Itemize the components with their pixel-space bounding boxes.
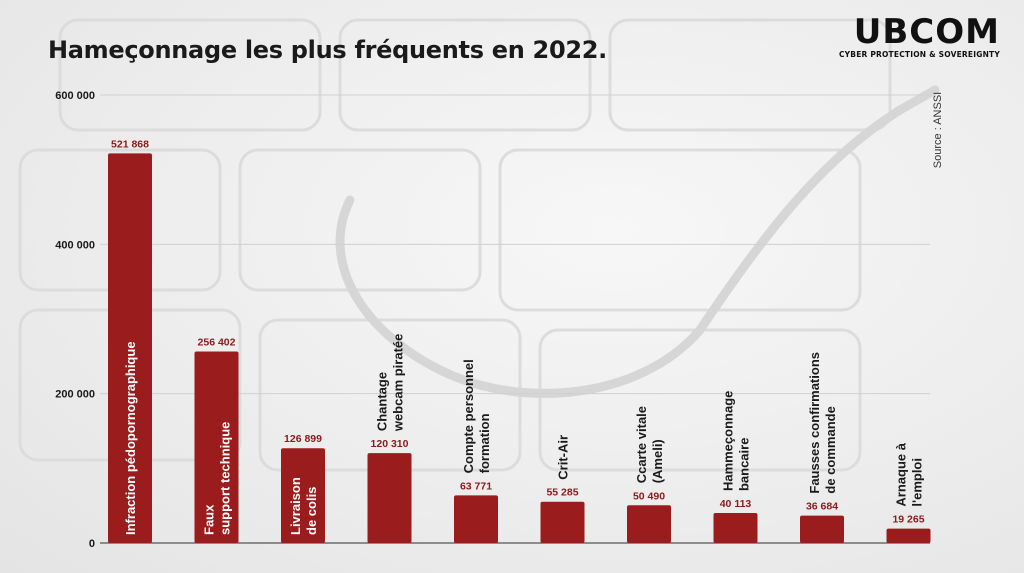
category-label-line: support technique [218,422,233,535]
y-axis-ticks: 0 200 000 400 000 600 000 [55,90,95,550]
category-label-line: Crit-Air [556,435,571,480]
labels: 521 868 Infraction pédopornographique 256 … [111,138,925,535]
category-label: Ccarte vitale (Ameli) [634,406,665,483]
chart-title: Hameçonnage les plus fréquents en 2022. [48,36,607,64]
category-label: Crit-Air [556,435,571,480]
data-label: 36 684 [806,501,838,513]
category-label: Infraction pédopornographique [123,341,138,535]
y-tick-label: 400 000 [55,239,95,251]
data-label: 19 265 [892,514,924,526]
bars [108,153,931,543]
data-label: 50 490 [633,490,665,502]
category-label: Compte personnel formation [461,359,492,473]
bar [454,495,498,543]
bar [886,528,931,543]
data-label: 126 899 [284,433,322,445]
category-label-line: Compte personnel [461,359,476,473]
category-label-line: de colis [304,487,319,535]
y-tick-label: 600 000 [55,90,95,102]
category-label-line: Infraction pédopornographique [123,341,138,535]
bar [627,505,671,543]
bar [194,351,239,543]
category-label-line: webcam piratée [391,334,406,433]
bar [800,515,844,543]
category-label-line: (Ameli) [650,439,665,483]
bar [540,501,585,543]
category-label-line: de commande [823,406,838,493]
category-label-line: Ccarte vitale [634,406,649,483]
category-label: Chantage webcam piratée [375,334,406,433]
category-label-line: l'emploi [910,458,925,507]
category-label-line: Chantage [375,372,390,431]
category-label: Fausses confirmations de commande [807,352,838,494]
bar [713,513,758,543]
category-label-line: Livraison [288,477,303,535]
data-label: 40 113 [720,498,752,510]
data-label: 521 868 [111,138,149,150]
y-tick-label: 0 [89,538,95,550]
category-label: Hammeçonnage bancaire [721,391,752,491]
bar [367,453,412,543]
bar [108,153,152,543]
category-label-line: Faux [202,504,217,535]
category-label: Livraison de colis [288,477,319,535]
logo-tagline: CYBER PROTECTION & SOVEREIGNTY [838,50,1000,59]
y-tick-label: 200 000 [55,389,95,401]
category-label-line: Arnaque à [894,442,909,506]
logo-name: UBCOM [853,12,1000,52]
category-label-line: Fausses confirmations [807,352,822,494]
bar [281,448,325,543]
data-label: 63 771 [460,480,492,492]
data-label: 256 402 [198,337,236,349]
category-label: Arnaque à l'emploi [894,442,925,506]
category-label: Faux support technique [202,422,233,535]
category-label-line: formation [477,413,492,473]
data-label: 55 285 [546,487,578,499]
category-label-line: Hammeçonnage [721,391,736,491]
ubcom-logo: UBCOM CYBER PROTECTION & SOVEREIGNTY [839,14,1000,59]
category-label-line: bancaire [737,438,752,491]
data-label: 120 310 [371,438,409,450]
